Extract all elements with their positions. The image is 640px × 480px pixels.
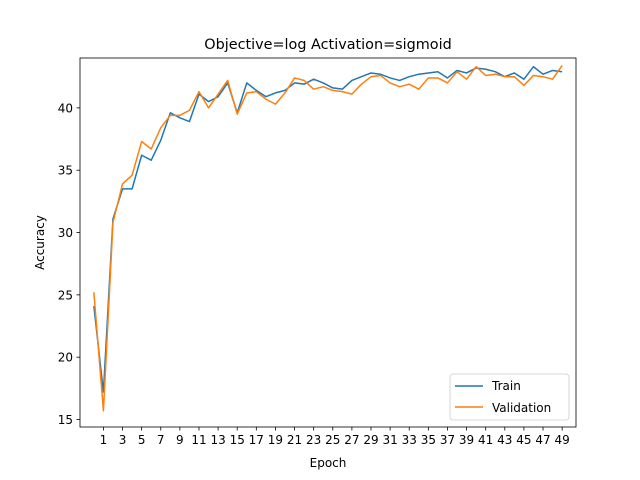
legend-label-validation: Validation [492, 401, 551, 415]
x-tick-label: 39 [459, 433, 474, 447]
y-tick-label: 40 [58, 101, 73, 115]
x-tick-label: 19 [268, 433, 283, 447]
x-tick-label: 33 [402, 433, 417, 447]
x-tick-label: 17 [249, 433, 264, 447]
x-tick-label: 5 [138, 433, 146, 447]
x-tick-label: 41 [478, 433, 493, 447]
chart-title: Objective=log Activation=sigmoid [204, 37, 452, 53]
y-axis-label: Accuracy [33, 215, 47, 270]
x-tick-label: 13 [210, 433, 225, 447]
x-tick-label: 45 [516, 433, 531, 447]
plot-lines [93, 65, 563, 412]
x-tick-label: 1 [100, 433, 108, 447]
series-line-train [93, 65, 563, 393]
legend: Train Validation [449, 373, 570, 421]
x-tick-label: 47 [535, 433, 550, 447]
y-tick-label: 15 [58, 413, 73, 427]
x-axis-ticks: 1 3 5 7 9 11 13 15 17 19 21 23 25 27 29 31 33 35 37 39 41 43 4… [100, 427, 570, 447]
plot-frame [79, 57, 577, 428]
y-axis-ticks: 15 20 25 30 35 40 [58, 101, 80, 427]
y-tick-label: 25 [58, 288, 73, 302]
series-line-validation [93, 65, 563, 412]
y-tick-label: 20 [58, 351, 73, 365]
x-tick-label: 21 [287, 433, 302, 447]
x-tick-label: 29 [363, 433, 378, 447]
x-tick-label: 35 [421, 433, 436, 447]
x-tick-label: 43 [497, 433, 512, 447]
y-tick-label: 35 [58, 164, 73, 178]
x-axis-label: Epoch [310, 456, 347, 470]
x-tick-label: 25 [325, 433, 340, 447]
x-tick-label: 3 [119, 433, 127, 447]
legend-label-train: Train [491, 379, 521, 393]
x-tick-label: 7 [157, 433, 165, 447]
x-tick-label: 23 [306, 433, 321, 447]
x-tick-label: 49 [555, 433, 570, 447]
x-tick-label: 31 [382, 433, 397, 447]
x-tick-label: 15 [230, 433, 245, 447]
x-tick-label: 11 [191, 433, 206, 447]
y-tick-label: 30 [58, 226, 73, 240]
x-tick-label: 9 [176, 433, 184, 447]
x-tick-label: 37 [440, 433, 455, 447]
x-tick-label: 27 [344, 433, 359, 447]
